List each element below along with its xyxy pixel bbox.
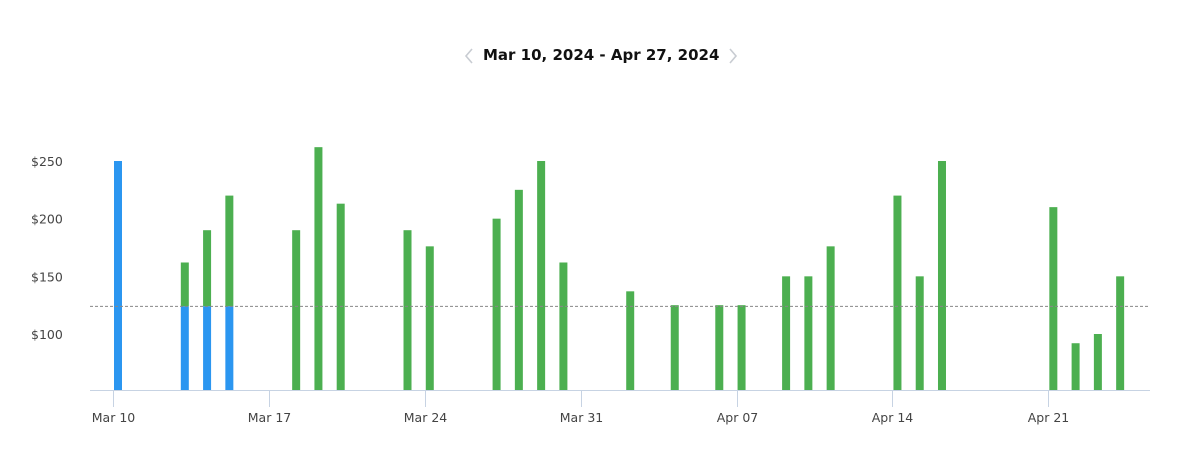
chevron-right-icon (729, 48, 738, 64)
bar (203, 230, 212, 307)
bar (893, 195, 902, 390)
bar (403, 230, 412, 390)
chevron-left-icon (464, 48, 473, 64)
bar (737, 305, 746, 390)
bar (514, 189, 523, 390)
x-tick-label: Mar 17 (248, 410, 291, 425)
y-tick-label: $150 (31, 269, 63, 284)
bar (715, 305, 724, 390)
x-tick-label: Apr 14 (872, 410, 914, 425)
bar (225, 195, 234, 307)
previous-range-button[interactable] (458, 43, 480, 69)
x-tick-label: Mar 10 (92, 410, 136, 425)
bar (559, 262, 568, 390)
bar (492, 218, 501, 390)
bar (314, 147, 323, 390)
y-tick-label: $200 (31, 212, 63, 227)
bar (804, 276, 813, 390)
bar (1049, 207, 1058, 390)
y-tick-label: $100 (31, 327, 63, 342)
x-tick-label: Apr 07 (717, 410, 759, 425)
bar (336, 203, 345, 390)
bar (782, 276, 791, 390)
next-range-button[interactable] (722, 43, 744, 69)
bar (1116, 276, 1125, 390)
x-tick-label: Apr 21 (1028, 410, 1070, 425)
bar (114, 161, 122, 390)
bar-segment (203, 306, 212, 390)
y-tick-label: $250 (31, 154, 63, 169)
bar (537, 161, 546, 390)
bar (425, 246, 434, 390)
date-range-header: Mar 10, 2024 - Apr 27, 2024 (0, 43, 1185, 69)
bar (626, 291, 635, 390)
date-range-label: Mar 10, 2024 - Apr 27, 2024 (483, 46, 720, 64)
bar (826, 246, 835, 390)
bar (1093, 334, 1102, 390)
bar-segment (225, 306, 234, 390)
x-tick-label: Mar 24 (404, 410, 448, 425)
x-tick-label: Mar 31 (560, 410, 603, 425)
bar (1071, 343, 1080, 390)
bar (915, 276, 924, 390)
bar (670, 305, 679, 390)
bar-segment (180, 306, 189, 390)
bar (180, 262, 189, 307)
bar (292, 230, 301, 390)
bar (937, 161, 946, 390)
